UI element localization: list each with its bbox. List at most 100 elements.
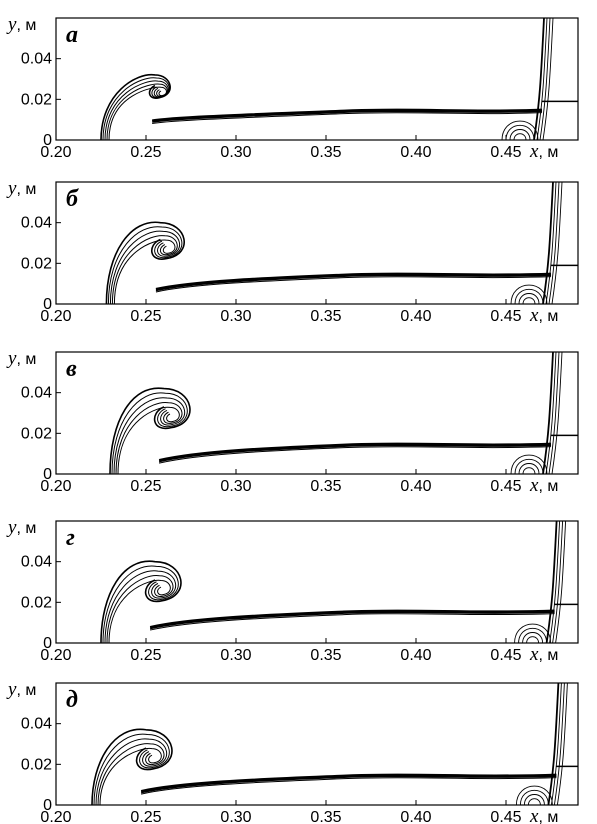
panel-letter: г bbox=[66, 525, 75, 551]
y-axis-unit: м bbox=[25, 682, 36, 699]
x-tick-label: 0.30 bbox=[220, 647, 251, 664]
interface-contour bbox=[158, 443, 552, 462]
x-tick-label: 0.35 bbox=[310, 308, 341, 325]
shock-contour bbox=[552, 521, 564, 643]
y-axis-unit: м bbox=[25, 181, 36, 198]
x-tick-label: 0.30 bbox=[220, 478, 251, 495]
vortex-contour bbox=[104, 570, 176, 643]
x-tick-label: 0.25 bbox=[130, 647, 161, 664]
x-axis-label: x, м bbox=[529, 305, 558, 326]
y-axis-label: y, м bbox=[6, 348, 36, 369]
y-tick-label: 0.04 bbox=[21, 554, 52, 571]
y-axis-variable: y bbox=[6, 178, 17, 199]
plot-frame bbox=[55, 682, 579, 806]
shock-contour bbox=[556, 683, 568, 805]
interface-contour bbox=[152, 110, 543, 123]
y-axis-label: y, м bbox=[6, 14, 36, 35]
wall-contour bbox=[514, 289, 544, 304]
shock-contour bbox=[536, 18, 548, 140]
y-tick-label: 0.04 bbox=[21, 385, 52, 402]
y-axis-variable: y bbox=[6, 679, 17, 700]
x-axis-separator: , bbox=[538, 478, 547, 495]
wall-contour bbox=[510, 454, 548, 474]
x-tick-label: 0.20 bbox=[40, 144, 71, 161]
y-tick-label: 0.02 bbox=[21, 594, 52, 611]
wall-contour bbox=[518, 463, 540, 474]
x-axis-label: x, м bbox=[529, 806, 558, 824]
wall-contour bbox=[522, 632, 544, 643]
y-axis-separator: , bbox=[16, 351, 25, 368]
y-axis-label: y, м bbox=[6, 178, 36, 199]
wall-contour bbox=[523, 794, 545, 805]
x-tick-label: 0.30 bbox=[220, 809, 251, 824]
interface-contour bbox=[152, 112, 543, 124]
x-tick-label: 0.35 bbox=[310, 809, 341, 824]
y-tick-label: 0.02 bbox=[21, 756, 52, 773]
wall-contour bbox=[515, 785, 553, 805]
y-tick-label: 0.04 bbox=[21, 51, 52, 68]
interface-contour bbox=[152, 108, 543, 121]
contour-group bbox=[109, 352, 578, 474]
vortex-contour bbox=[100, 73, 171, 140]
vortex-contour bbox=[108, 86, 167, 140]
vortex-contour bbox=[109, 230, 180, 304]
panel-letter: в bbox=[66, 356, 77, 382]
vortex-contour bbox=[107, 226, 183, 304]
y-axis-variable: y bbox=[6, 517, 17, 538]
y-axis-variable: y bbox=[6, 14, 17, 35]
x-tick-label: 0.40 bbox=[400, 647, 431, 664]
x-axis-variable: x bbox=[529, 141, 539, 162]
x-axis-unit: м bbox=[547, 647, 558, 664]
x-tick-label: 0.25 bbox=[130, 478, 161, 495]
wall-contour bbox=[514, 623, 552, 643]
vortex-contour bbox=[117, 406, 180, 474]
vortex-contour bbox=[111, 392, 188, 474]
interface-contour bbox=[150, 609, 555, 627]
y-axis-separator: , bbox=[16, 17, 25, 34]
x-tick-label: 0.40 bbox=[400, 478, 431, 495]
x-tick-label: 0.40 bbox=[400, 809, 431, 824]
shock-contour bbox=[555, 521, 567, 643]
vortex-contour bbox=[102, 565, 179, 643]
shock-contour bbox=[542, 18, 554, 140]
y-tick-label: 0.04 bbox=[21, 716, 52, 733]
x-tick-label: 0.40 bbox=[400, 144, 431, 161]
shock-contour bbox=[548, 352, 560, 474]
vortex-contour bbox=[106, 575, 174, 643]
wall-contour bbox=[519, 790, 549, 805]
interface-contour bbox=[150, 611, 555, 630]
x-axis-separator: , bbox=[538, 144, 547, 161]
x-axis-separator: , bbox=[538, 308, 547, 325]
wall-contour bbox=[514, 459, 544, 474]
vortex-contour bbox=[113, 397, 185, 474]
vortex-contour bbox=[100, 560, 182, 643]
shock-contour bbox=[547, 683, 560, 805]
y-tick-label: 0.04 bbox=[21, 215, 52, 232]
wall-contour bbox=[518, 293, 540, 304]
vortex-contour bbox=[109, 387, 191, 474]
y-axis-label: y, м bbox=[6, 679, 36, 700]
vortex-contour bbox=[111, 235, 178, 304]
shock-contour bbox=[542, 352, 554, 474]
vortex-contour bbox=[93, 733, 170, 805]
contour-group bbox=[100, 18, 578, 140]
y-axis-variable: y bbox=[6, 348, 17, 369]
x-axis-unit: м bbox=[547, 478, 558, 495]
x-tick-label: 0.45 bbox=[490, 647, 521, 664]
y-axis-unit: м bbox=[25, 17, 36, 34]
contour-group bbox=[91, 683, 578, 805]
wall-contour bbox=[526, 636, 540, 643]
wall-contour bbox=[522, 297, 536, 304]
y-tick-label: 0 bbox=[43, 296, 52, 313]
x-axis-variable: x bbox=[529, 305, 539, 326]
y-tick-label: 0.02 bbox=[21, 255, 52, 272]
y-axis-separator: , bbox=[16, 181, 25, 198]
x-tick-label: 0.20 bbox=[40, 478, 71, 495]
shock-contour bbox=[545, 182, 557, 304]
interface-contour bbox=[141, 775, 557, 794]
vortex-contour bbox=[104, 80, 169, 140]
shock-contour bbox=[548, 182, 560, 304]
